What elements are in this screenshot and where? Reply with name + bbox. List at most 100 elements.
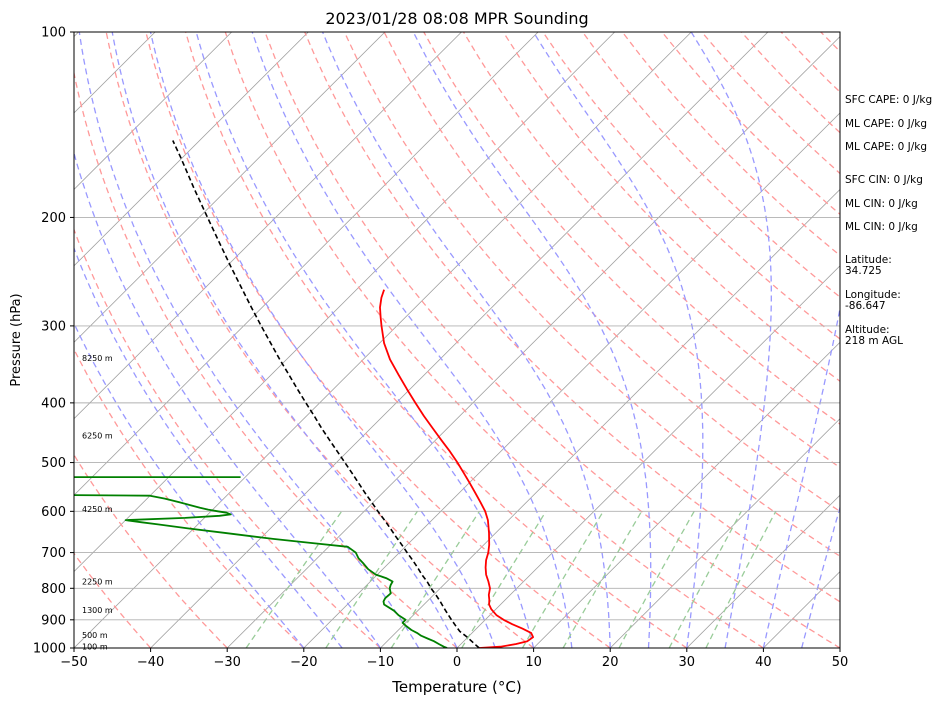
isotherm-line bbox=[609, 418, 840, 648]
dry-adiabat-line bbox=[145, 32, 611, 648]
isotherm-line bbox=[74, 32, 462, 420]
mixing-ratio-line bbox=[562, 510, 643, 648]
moist-adiabat-line bbox=[78, 32, 420, 648]
series-layer bbox=[74, 140, 534, 648]
altitude-value: 218 m AGL bbox=[845, 335, 903, 347]
isotherm-line bbox=[686, 494, 840, 648]
temperature-profile-line bbox=[379, 289, 534, 648]
longitude-value: -86.647 bbox=[845, 300, 886, 312]
ml-cin-2: ML CIN: 0 J/kg bbox=[845, 221, 918, 233]
sfc-cape: SFC CAPE: 0 J/kg bbox=[845, 94, 933, 106]
isobar-grid bbox=[74, 31, 840, 649]
mixing-ratio-line bbox=[668, 510, 742, 648]
ml-cape-2: ML CAPE: 0 J/kg bbox=[845, 141, 928, 153]
longitude-label: Longitude: bbox=[845, 289, 901, 301]
parcel-path-line bbox=[172, 140, 480, 648]
moist-adiabat-line bbox=[801, 505, 840, 648]
background-lines bbox=[0, 32, 946, 648]
x-tick-label: −20 bbox=[290, 655, 317, 670]
dry-adiabat-line bbox=[74, 347, 305, 648]
height-label: 2250 m bbox=[82, 578, 113, 587]
y-axis-label: Pressure (hPa) bbox=[9, 293, 24, 386]
ml-cape-1: ML CAPE: 0 J/kg bbox=[845, 118, 928, 130]
y-tick-label: 500 bbox=[41, 456, 66, 471]
dry-adiabat-line bbox=[105, 32, 534, 648]
dry-adiabat-line bbox=[940, 32, 946, 648]
x-tick-label: −30 bbox=[213, 655, 240, 670]
isotherm-line bbox=[74, 32, 386, 343]
moist-adiabat-line bbox=[532, 32, 704, 648]
isotherm-line bbox=[456, 265, 840, 648]
moist-adiabat-line bbox=[762, 305, 840, 648]
mixing-ratio-line bbox=[618, 510, 695, 648]
moist-adiabat-line bbox=[111, 32, 458, 648]
ml-cin-1: ML CIN: 0 J/kg bbox=[845, 198, 918, 210]
dry-adiabat-line bbox=[343, 32, 840, 558]
moist-adiabat-line bbox=[74, 246, 343, 648]
y-tick-label: 100 bbox=[41, 26, 66, 41]
height-label: 100 m bbox=[82, 643, 108, 652]
moist-adiabat-line bbox=[321, 32, 611, 648]
dry-adiabat-line bbox=[74, 70, 458, 648]
isotherm-line bbox=[533, 341, 840, 648]
moist-adiabat-line bbox=[74, 150, 381, 648]
moist-adiabat-line bbox=[149, 32, 496, 648]
sfc-cin: SFC CIN: 0 J/kg bbox=[845, 174, 923, 186]
mixing-ratio-line bbox=[705, 510, 777, 648]
x-tick-label: 30 bbox=[679, 655, 696, 670]
plot-frame bbox=[73, 31, 841, 649]
x-tick-label: 20 bbox=[602, 655, 619, 670]
isotherm-line bbox=[74, 32, 539, 496]
dry-adiabat-line bbox=[74, 227, 381, 648]
isotherm-line bbox=[74, 32, 233, 190]
dry-adiabat-line bbox=[184, 32, 688, 648]
moist-adiabat-line bbox=[412, 32, 652, 648]
height-label: 6250 m bbox=[82, 432, 113, 441]
y-tick-label: 1000 bbox=[33, 642, 66, 657]
x-axis: −50 −40 −30 −20 −10 0 10 20 30 40 50 bbox=[60, 648, 848, 670]
y-tick-label: 400 bbox=[41, 396, 66, 411]
isotherm-line bbox=[380, 188, 840, 648]
y-tick-label: 900 bbox=[41, 613, 66, 628]
dry-adiabat-line bbox=[383, 32, 840, 513]
dry-adiabat-line bbox=[74, 453, 228, 648]
x-tick-label: 50 bbox=[832, 655, 849, 670]
y-axis: 1000 900 800 700 600 500 400 300 200 100 bbox=[33, 26, 74, 657]
y-tick-label: 800 bbox=[41, 582, 66, 597]
y-tick-label: 600 bbox=[41, 505, 66, 520]
height-label: 1300 m bbox=[82, 606, 113, 615]
moist-adiabat-line bbox=[251, 32, 573, 648]
latitude-label: Latitude: bbox=[845, 254, 892, 266]
isotherm-line bbox=[150, 32, 769, 648]
moist-adiabat-line bbox=[195, 32, 535, 648]
height-label: 500 m bbox=[82, 631, 108, 640]
x-tick-label: −50 bbox=[60, 655, 87, 670]
isotherm-line bbox=[74, 32, 692, 648]
x-tick-label: −10 bbox=[367, 655, 394, 670]
height-labels: 8250 m 6250 m 4250 m 2250 m 1300 m 500 m 100 m bbox=[82, 354, 113, 652]
height-label: 4250 m bbox=[82, 505, 113, 514]
x-axis-label: Temperature (°C) bbox=[391, 678, 521, 696]
height-label: 8250 m bbox=[82, 354, 113, 363]
dry-adiabat-line bbox=[423, 32, 840, 469]
isotherm-line bbox=[0, 32, 2, 648]
y-tick-label: 700 bbox=[41, 546, 66, 561]
latitude-value: 34.725 bbox=[845, 265, 882, 277]
x-tick-label: 10 bbox=[525, 655, 542, 670]
isotherm-line bbox=[303, 112, 840, 648]
moist-adiabat-line bbox=[690, 32, 772, 648]
chart-title: 2023/01/28 08:08 MPR Sounding bbox=[325, 9, 588, 28]
y-tick-label: 300 bbox=[41, 319, 66, 334]
x-tick-label: 40 bbox=[755, 655, 772, 670]
y-tick-label: 200 bbox=[41, 211, 66, 226]
mixing-ratio-line bbox=[245, 510, 343, 648]
x-tick-label: −40 bbox=[137, 655, 164, 670]
isotherm-line bbox=[74, 32, 616, 573]
mixing-ratio-line bbox=[461, 510, 547, 648]
x-tick-label: 0 bbox=[453, 655, 461, 670]
isotherm-line bbox=[74, 32, 309, 267]
altitude-label: Altitude: bbox=[845, 324, 890, 336]
mixing-ratio-line bbox=[521, 510, 604, 648]
dry-adiabat-line bbox=[304, 32, 840, 603]
